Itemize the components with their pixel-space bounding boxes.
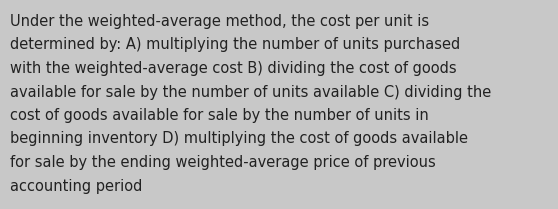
Text: cost of goods available for sale by the number of units in: cost of goods available for sale by the … xyxy=(10,108,429,123)
Text: accounting period: accounting period xyxy=(10,178,142,194)
Text: available for sale by the number of units available C) dividing the: available for sale by the number of unit… xyxy=(10,84,491,99)
Text: beginning inventory D) multiplying the cost of goods available: beginning inventory D) multiplying the c… xyxy=(10,131,468,147)
Text: for sale by the ending weighted-average price of previous: for sale by the ending weighted-average … xyxy=(10,155,436,170)
Text: Under the weighted-average method, the cost per unit is: Under the weighted-average method, the c… xyxy=(10,14,429,29)
Text: with the weighted-average cost B) dividing the cost of goods: with the weighted-average cost B) dividi… xyxy=(10,61,456,76)
Text: determined by: A) multiplying the number of units purchased: determined by: A) multiplying the number… xyxy=(10,37,460,52)
